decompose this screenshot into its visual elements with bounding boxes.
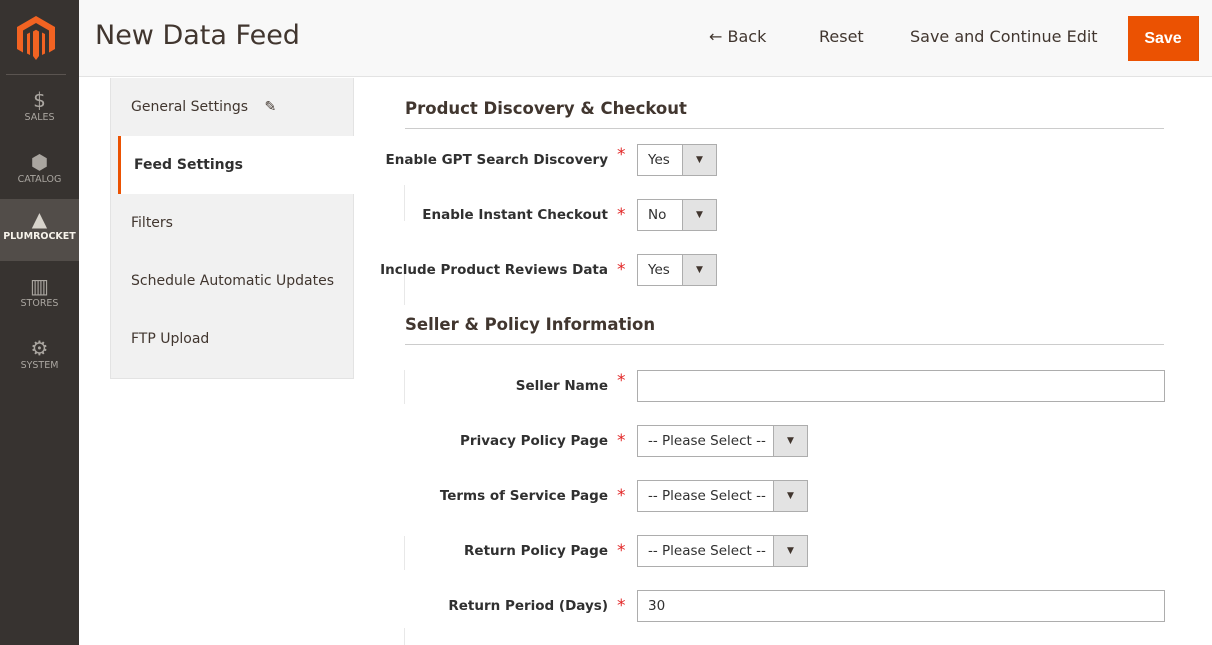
terms-select[interactable]: -- Please Select -- ▼ [637, 480, 808, 512]
section-title: Product Discovery & Checkout [405, 99, 1164, 129]
store-icon: ▥ [30, 274, 49, 298]
tab-filters[interactable]: Filters [131, 215, 173, 231]
page-title: New Data Feed [95, 20, 300, 51]
field-label: Return Policy Page [464, 543, 608, 559]
privacy-policy-select[interactable]: -- Please Select -- ▼ [637, 425, 808, 457]
nav-catalog[interactable]: ⬢ CATALOG [0, 142, 79, 204]
select-value: Yes [648, 152, 670, 168]
required-mark: * [617, 541, 626, 561]
field-label: Enable GPT Search Discovery [385, 152, 609, 168]
select-value: Yes [648, 262, 670, 278]
divider [404, 628, 405, 645]
divider [404, 265, 405, 305]
required-mark: * [617, 205, 626, 225]
field-instant-checkout: Enable Instant Checkout * No ▼ [405, 199, 1165, 233]
chevron-down-icon: ▼ [773, 426, 807, 456]
box-icon: ⬢ [30, 150, 49, 174]
tab-general-settings[interactable]: General Settings ✎ [111, 78, 355, 136]
admin-nav: $ SALES ⬢ CATALOG ▲ PLUMROCKET ▥ STORES ⚙ SYS… [0, 0, 79, 645]
select-value: No [648, 207, 667, 223]
select-value: -- Please Select -- [648, 488, 766, 504]
field-label: Seller Name [515, 378, 608, 394]
field-return-period: Return Period (Days) * 30 [405, 590, 1165, 624]
arrow-left-icon: ← [709, 27, 723, 46]
required-mark: * [617, 145, 626, 165]
nav-system[interactable]: ⚙ SYSTEM [0, 328, 79, 390]
page-header: New Data Feed ← Back Reset Save and Cont… [79, 0, 1212, 77]
required-mark: * [617, 486, 626, 506]
seller-name-input[interactable] [637, 370, 1165, 402]
required-mark: * [617, 596, 626, 616]
nav-label: PLUMROCKET [3, 231, 76, 242]
save-continue-button[interactable]: Save and Continue Edit [910, 27, 1098, 46]
nav-label: SALES [24, 112, 55, 123]
nav-sales[interactable]: $ SALES [0, 80, 79, 142]
chevron-down-icon: ▼ [773, 536, 807, 566]
return-period-input[interactable]: 30 [637, 590, 1165, 622]
field-reviews: Include Product Reviews Data * Yes ▼ [380, 254, 1165, 288]
nav-divider [6, 74, 66, 75]
dollar-icon: $ [33, 88, 46, 112]
field-label: Enable Instant Checkout [422, 207, 608, 223]
field-seller-name: Seller Name * [405, 370, 1165, 404]
chevron-down-icon: ▼ [682, 145, 716, 175]
reset-button[interactable]: Reset [819, 27, 864, 46]
tab-feed-settings[interactable]: Feed Settings [118, 136, 356, 194]
back-button[interactable]: ← Back [709, 27, 766, 46]
save-button[interactable]: Save [1128, 16, 1199, 61]
field-terms: Terms of Service Page * -- Please Select… [405, 480, 1165, 514]
required-mark: * [617, 371, 626, 391]
field-label: Terms of Service Page [439, 488, 608, 504]
nav-label: STORES [20, 298, 59, 309]
required-mark: * [617, 260, 626, 280]
nav-plumrocket[interactable]: ▲ PLUMROCKET [0, 199, 79, 261]
divider [404, 370, 405, 404]
tab-label: General Settings [131, 99, 249, 115]
divider [404, 185, 405, 221]
select-value: -- Please Select -- [648, 433, 766, 449]
tab-ftp-upload[interactable]: FTP Upload [131, 331, 210, 347]
field-label: Include Product Reviews Data [380, 262, 608, 278]
nav-label: CATALOG [17, 174, 62, 185]
back-label: Back [727, 27, 767, 46]
divider [404, 536, 405, 570]
nav-label: SYSTEM [20, 360, 59, 371]
select-value: -- Please Select -- [648, 543, 766, 559]
gpt-search-select[interactable]: Yes ▼ [637, 144, 717, 176]
plumrocket-icon: ▲ [31, 207, 48, 231]
section-title: Seller & Policy Information [405, 315, 1164, 345]
chevron-down-icon: ▼ [682, 200, 716, 230]
field-label: Return Period (Days) [448, 598, 608, 614]
field-label: Privacy Policy Page [460, 433, 608, 449]
tab-schedule[interactable]: Schedule Automatic Updates [131, 273, 335, 289]
reviews-select[interactable]: Yes ▼ [637, 254, 717, 286]
field-privacy-policy: Privacy Policy Page * -- Please Select -… [405, 425, 1165, 459]
tabs-panel: General Settings ✎ Feed Settings Filters… [110, 78, 356, 379]
chevron-down-icon: ▼ [773, 481, 807, 511]
nav-stores[interactable]: ▥ STORES [0, 266, 79, 328]
required-mark: * [617, 431, 626, 451]
field-return-policy: Return Policy Page * -- Please Select --… [405, 535, 1165, 569]
chevron-down-icon: ▼ [682, 255, 716, 285]
gear-icon: ⚙ [30, 336, 49, 360]
field-gpt-search: Enable GPT Search Discovery * Yes ▼ [386, 144, 1165, 178]
instant-checkout-select[interactable]: No ▼ [637, 199, 717, 231]
return-policy-select[interactable]: -- Please Select -- ▼ [637, 535, 808, 567]
pencil-icon: ✎ [264, 99, 277, 115]
magento-logo[interactable] [17, 16, 55, 60]
